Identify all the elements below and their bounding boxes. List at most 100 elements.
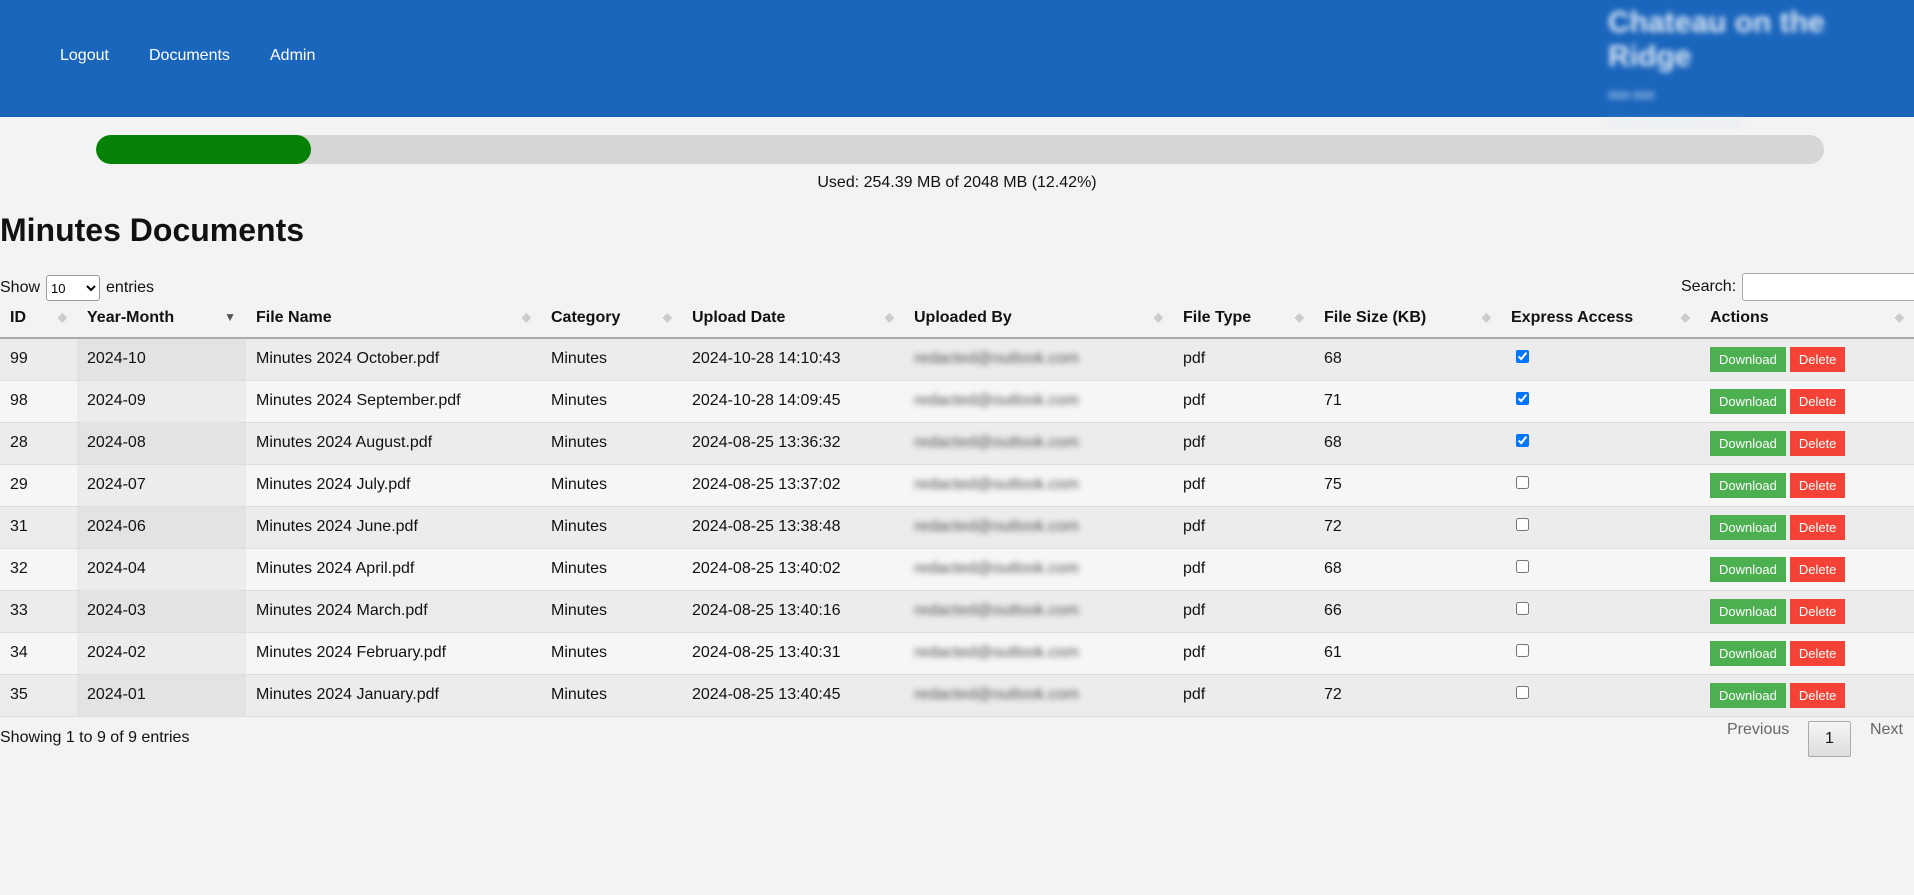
express-access-checkbox[interactable] bbox=[1516, 392, 1529, 405]
category-cell: Minutes bbox=[541, 380, 682, 423]
sort-icon[interactable]: ◆ bbox=[1294, 310, 1304, 324]
search-input[interactable] bbox=[1742, 273, 1914, 301]
delete-button[interactable]: Delete bbox=[1789, 514, 1846, 540]
upload-date-cell-text: 2024-10-28 14:10:43 bbox=[692, 350, 841, 368]
upload-date-cell: 2024-08-25 13:38:48 bbox=[682, 506, 904, 549]
upload-date-cell: 2024-10-28 14:09:45 bbox=[682, 380, 904, 423]
column-header-id[interactable]: ID ◆ bbox=[0, 298, 77, 339]
year-month-cell: 2024-04 bbox=[77, 548, 246, 591]
upload-date-cell-text: 2024-08-25 13:40:02 bbox=[692, 560, 841, 577]
year-month-cell-text: 2024-03 bbox=[87, 602, 146, 619]
express-access-checkbox[interactable] bbox=[1516, 686, 1529, 699]
delete-button[interactable]: Delete bbox=[1789, 472, 1846, 498]
column-header-year-month[interactable]: Year-Month ▼ bbox=[77, 298, 246, 339]
id-cell-text: 33 bbox=[10, 602, 28, 619]
express-access-checkbox[interactable] bbox=[1516, 602, 1529, 615]
column-header-file-name[interactable]: File Name ◆ bbox=[246, 298, 541, 339]
next-page-button[interactable]: Next bbox=[1870, 721, 1903, 738]
upload-date-cell-text: 2024-08-25 13:40:45 bbox=[692, 686, 841, 703]
actions-cell: Download Delete bbox=[1700, 422, 1914, 465]
year-month-cell: 2024-07 bbox=[77, 464, 246, 507]
upload-date-cell-text: 2024-10-28 14:09:45 bbox=[692, 392, 841, 409]
previous-page-button[interactable]: Previous bbox=[1727, 721, 1790, 738]
id-cell: 32 bbox=[0, 548, 77, 591]
page-1-button[interactable]: 1 bbox=[1808, 721, 1851, 757]
id-cell-text: 35 bbox=[10, 686, 28, 703]
category-cell-text: Minutes bbox=[551, 644, 608, 661]
express-access-checkbox[interactable] bbox=[1516, 434, 1529, 447]
id-cell: 28 bbox=[0, 422, 77, 465]
nav-documents[interactable]: Documents bbox=[149, 47, 230, 64]
download-button[interactable]: Download bbox=[1710, 430, 1786, 456]
nav-logout[interactable]: Logout bbox=[60, 47, 109, 64]
uploaded-by-cell: redacted@outlook.com bbox=[904, 380, 1173, 423]
express-access-checkbox[interactable] bbox=[1516, 518, 1529, 531]
download-button[interactable]: Download bbox=[1710, 556, 1786, 582]
file-type-cell-text: pdf bbox=[1183, 602, 1206, 619]
delete-button[interactable]: Delete bbox=[1789, 346, 1846, 372]
actions-cell: Download Delete bbox=[1700, 674, 1914, 717]
file-size-cell-text: 68 bbox=[1324, 350, 1342, 368]
category-cell: Minutes bbox=[541, 338, 682, 381]
delete-button[interactable]: Delete bbox=[1789, 682, 1846, 708]
year-month-cell: 2024-08 bbox=[77, 422, 246, 465]
delete-button[interactable]: Delete bbox=[1789, 556, 1846, 582]
uploaded-by-cell: redacted@outlook.com bbox=[904, 632, 1173, 675]
express-access-checkbox[interactable] bbox=[1516, 644, 1529, 657]
table-row: 35 2024-01 Minutes 2024 January.pdf Minutes… bbox=[0, 674, 1914, 717]
download-button[interactable]: Download bbox=[1710, 598, 1786, 624]
file-name-cell: Minutes 2024 July.pdf bbox=[246, 464, 541, 507]
download-button[interactable]: Download bbox=[1710, 514, 1786, 540]
download-button[interactable]: Download bbox=[1710, 682, 1786, 708]
sort-icon[interactable]: ◆ bbox=[884, 310, 894, 324]
column-header-uploaded-by[interactable]: Uploaded By ◆ bbox=[904, 298, 1173, 339]
nav-admin[interactable]: Admin bbox=[270, 47, 316, 64]
uploaded-by-cell-text: redacted@outlook.com bbox=[914, 350, 1079, 368]
column-header-category[interactable]: Category ◆ bbox=[541, 298, 682, 339]
delete-button[interactable]: Delete bbox=[1789, 388, 1846, 414]
file-type-cell: pdf bbox=[1173, 632, 1314, 675]
download-button[interactable]: Download bbox=[1710, 388, 1786, 414]
express-access-checkbox[interactable] bbox=[1516, 560, 1529, 573]
express-access-checkbox[interactable] bbox=[1516, 476, 1529, 489]
column-header-actions[interactable]: Actions ◆ bbox=[1700, 298, 1914, 339]
storage-progress-bar bbox=[96, 135, 1824, 164]
actions-cell: Download Delete bbox=[1700, 590, 1914, 633]
column-header-file-size-kb[interactable]: File Size (KB) ◆ bbox=[1314, 298, 1501, 339]
download-button[interactable]: Download bbox=[1710, 640, 1786, 666]
sort-icon[interactable]: ◆ bbox=[1894, 310, 1904, 324]
express-access-cell bbox=[1501, 590, 1700, 633]
express-access-checkbox[interactable] bbox=[1516, 350, 1529, 364]
sort-icon[interactable]: ◆ bbox=[1153, 310, 1163, 324]
sort-icon[interactable]: ◆ bbox=[1481, 310, 1491, 324]
download-button[interactable]: Download bbox=[1710, 346, 1786, 372]
upload-date-cell: 2024-10-28 14:10:43 bbox=[682, 338, 904, 381]
file-type-cell-text: pdf bbox=[1183, 476, 1206, 493]
column-header-upload-date[interactable]: Upload Date ◆ bbox=[682, 298, 904, 339]
download-button[interactable]: Download bbox=[1710, 472, 1786, 498]
sort-icon[interactable]: ◆ bbox=[1680, 310, 1690, 324]
file-name-cell: Minutes 2024 August.pdf bbox=[246, 422, 541, 465]
file-size-cell-text: 75 bbox=[1324, 476, 1342, 493]
sort-icon[interactable]: ◆ bbox=[662, 310, 672, 324]
delete-button[interactable]: Delete bbox=[1789, 430, 1846, 456]
column-header-express-access[interactable]: Express Access ◆ bbox=[1501, 298, 1700, 339]
delete-button[interactable]: Delete bbox=[1789, 640, 1846, 666]
file-size-cell: 75 bbox=[1314, 464, 1501, 507]
sort-icon[interactable]: ◆ bbox=[521, 310, 531, 324]
column-header-label: File Size (KB) bbox=[1324, 308, 1427, 326]
file-size-cell: 71 bbox=[1314, 380, 1501, 423]
category-cell-text: Minutes bbox=[551, 518, 608, 535]
table-info: Showing 1 to 9 of 9 entries bbox=[0, 729, 190, 746]
file-name-cell-text: Minutes 2024 January.pdf bbox=[256, 686, 439, 703]
table-row: 31 2024-06 Minutes 2024 June.pdf Minutes 202… bbox=[0, 506, 1914, 549]
delete-button[interactable]: Delete bbox=[1789, 598, 1846, 624]
column-header-file-type[interactable]: File Type ◆ bbox=[1173, 298, 1314, 339]
sort-icon[interactable]: ◆ bbox=[57, 310, 67, 324]
page-length-select[interactable]: 10 bbox=[46, 275, 101, 301]
category-cell-text: Minutes bbox=[551, 686, 608, 703]
id-cell-text: 31 bbox=[10, 518, 28, 535]
sort-desc-icon[interactable]: ▼ bbox=[224, 310, 236, 324]
table-row: 33 2024-03 Minutes 2024 March.pdf Minutes 20… bbox=[0, 590, 1914, 633]
upload-date-cell-text: 2024-08-25 13:40:16 bbox=[692, 602, 841, 619]
